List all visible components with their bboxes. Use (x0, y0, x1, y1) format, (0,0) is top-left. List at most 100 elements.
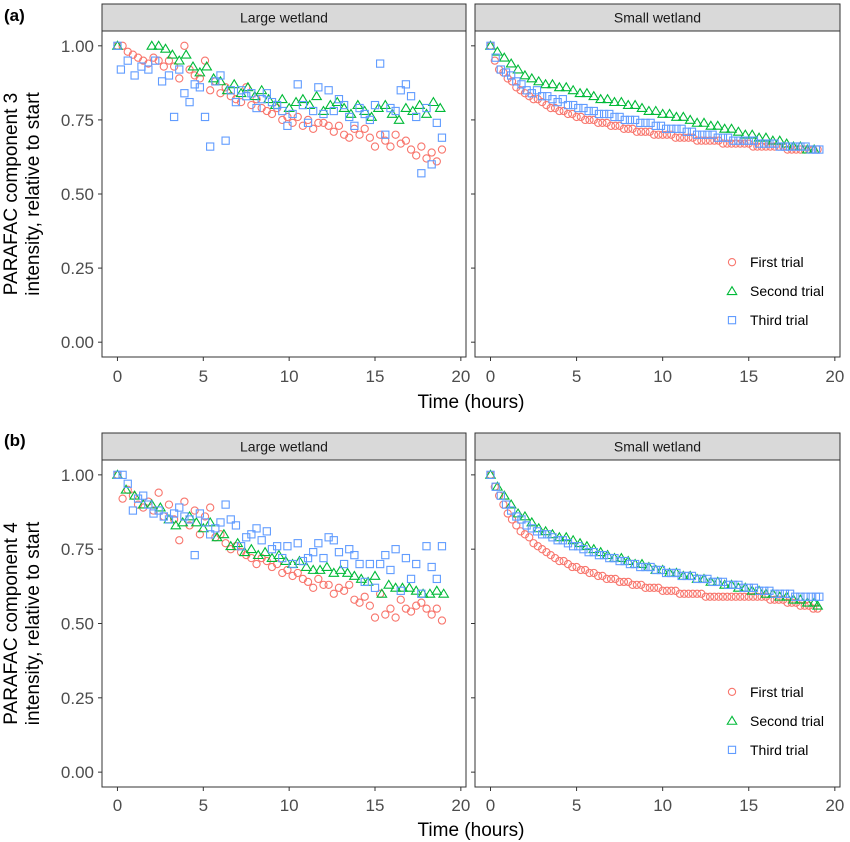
data-point (713, 577, 722, 587)
data-point (334, 121, 344, 130)
data-point (221, 136, 230, 145)
data-point (606, 121, 616, 130)
data-point (558, 536, 567, 545)
data-point (703, 574, 712, 584)
legend-key (727, 316, 737, 325)
data-point (139, 491, 148, 500)
data-point (632, 580, 641, 590)
data-point (579, 103, 588, 113)
data-point (550, 103, 560, 113)
data-point (589, 106, 598, 116)
data-point (589, 115, 598, 125)
data-point (329, 589, 338, 598)
data-point (422, 542, 431, 551)
data-point (314, 118, 323, 128)
data-point (658, 586, 667, 595)
data-point (201, 60, 213, 71)
data-point (376, 59, 385, 68)
legend-label: Third trial (750, 742, 808, 758)
legend-label: First trial (750, 684, 804, 700)
legend-key (727, 745, 737, 755)
data-point (391, 613, 400, 622)
data-point (615, 96, 628, 107)
y-tick-label: 0.00 (61, 763, 94, 782)
data-point (195, 83, 205, 92)
data-point (293, 568, 302, 578)
data-point (298, 556, 308, 566)
data-point (548, 95, 557, 104)
chart-row-0: (a) PARAFAC component 3 intensity, relativ… (1, 3, 844, 413)
data-point (692, 574, 702, 584)
data-point (532, 527, 542, 536)
data-point (512, 63, 524, 74)
data-point (383, 579, 395, 589)
data-point (300, 561, 313, 571)
data-point (785, 142, 795, 151)
data-point (770, 589, 779, 598)
data-point (527, 89, 536, 98)
data-point (370, 613, 380, 622)
data-point (542, 100, 551, 110)
data-point (427, 562, 436, 572)
facet-strip (474, 3, 841, 32)
data-point (386, 103, 395, 113)
x-tick-label: 5 (572, 796, 581, 815)
data-point (339, 100, 349, 110)
data-point (293, 80, 302, 89)
data-point (432, 157, 441, 166)
figure-root: (a)PARAFAC component 3 intensity, relativ… (1, 3, 844, 841)
data-point (396, 595, 405, 604)
data-point (680, 589, 689, 598)
data-point (527, 524, 536, 533)
data-point (226, 515, 235, 524)
data-point (175, 503, 184, 512)
y-tick-label: 0.25 (61, 259, 94, 278)
data-point (705, 120, 717, 130)
data-point (563, 109, 573, 119)
data-point (406, 607, 416, 616)
data-point (537, 530, 547, 539)
legend-label: First trial (750, 254, 804, 270)
data-point (731, 592, 740, 601)
data-point (546, 103, 555, 113)
x-tick-label: 15 (366, 796, 385, 815)
data-point (128, 506, 138, 515)
data-point (283, 542, 292, 551)
data-point (744, 136, 753, 145)
data-point (723, 580, 733, 590)
data-point (559, 106, 568, 116)
data-point (491, 53, 500, 62)
x-tick-label: 10 (653, 367, 672, 386)
data-point (526, 72, 538, 83)
facet-strip-label: Large wetland (240, 10, 328, 26)
data-point (314, 539, 323, 548)
data-point (360, 109, 369, 119)
y-axis-title-line-1: PARAFAC component 4 (1, 522, 22, 725)
data-point (329, 127, 338, 136)
data-point (662, 586, 672, 595)
data-point (512, 512, 521, 521)
x-tick-label: 15 (739, 796, 758, 815)
data-point (628, 124, 637, 133)
data-point (550, 553, 560, 563)
data-point (599, 109, 609, 119)
data-point (211, 524, 220, 533)
y-axis-title-line-2: intensity, relative to start (23, 92, 44, 296)
data-point (770, 139, 779, 148)
series-2 (113, 470, 447, 598)
data-point (671, 133, 680, 142)
data-point (546, 78, 559, 89)
data-point (391, 545, 400, 554)
data-point (522, 86, 531, 95)
data-point (319, 580, 328, 590)
data-point (490, 56, 499, 65)
data-point (180, 41, 189, 50)
data-point (766, 142, 775, 151)
data-point (780, 142, 790, 151)
data-point (542, 548, 551, 557)
data-point (257, 536, 266, 545)
data-point (677, 124, 686, 133)
y-tick-label: 0.50 (61, 185, 94, 204)
legend-key (727, 687, 737, 697)
legend-key (726, 715, 738, 725)
